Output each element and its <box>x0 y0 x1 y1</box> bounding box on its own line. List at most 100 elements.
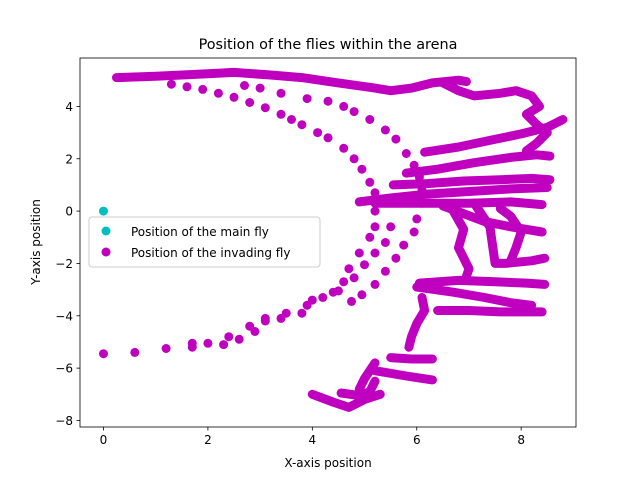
y-axis: −8 −6 −4 −2 0 2 4 <box>55 100 80 428</box>
x-axis: 0 2 4 6 8 <box>100 427 525 447</box>
invading-fly-point <box>412 214 422 224</box>
invading-fly-point <box>409 160 419 170</box>
invading-fly-point <box>365 177 375 187</box>
invading-fly-point <box>339 277 349 287</box>
invading-fly-point <box>380 238 390 247</box>
invading-fly-point <box>260 103 270 113</box>
invading-fly-point <box>360 260 369 270</box>
invading-fly-trajectory <box>307 389 385 412</box>
invading-fly-point <box>166 79 176 89</box>
invading-fly-point <box>313 128 323 138</box>
invading-fly-point <box>276 313 286 323</box>
plot-area <box>99 67 568 412</box>
invading-fly-point <box>240 81 249 90</box>
invading-fly-point <box>339 101 349 111</box>
main-fly-point <box>99 206 108 216</box>
legend-marker-main-fly <box>101 226 111 236</box>
y-tick-label: 0 <box>65 205 73 219</box>
invading-fly-point <box>161 344 171 353</box>
x-tick-label: 6 <box>413 433 421 447</box>
invading-fly-point <box>370 248 380 258</box>
invading-fly-point <box>260 316 270 326</box>
invading-fly-point <box>370 206 380 216</box>
invading-fly-trajectory <box>370 366 437 385</box>
y-axis-label: Y-axis position <box>29 199 43 286</box>
invading-fly-point <box>414 172 424 182</box>
invading-fly-point <box>245 98 255 107</box>
invading-fly-point <box>307 295 317 305</box>
y-tick-label: −4 <box>55 309 73 323</box>
invading-fly-trajectory <box>414 275 550 289</box>
chart-title: Position of the flies within the arena <box>199 37 458 53</box>
invading-fly-point <box>417 198 427 208</box>
invading-fly-point <box>409 227 419 237</box>
invading-fly-trajectory <box>495 204 526 266</box>
invading-fly-trajectory <box>433 306 547 317</box>
legend: Position of the main fly Position of the… <box>88 216 321 268</box>
invading-fly-point <box>401 149 411 158</box>
invading-fly-trajectory <box>412 282 537 310</box>
x-axis-label: X-axis position <box>284 456 371 470</box>
invading-fly-point <box>380 125 390 135</box>
invading-fly-point <box>198 84 208 94</box>
invading-fly-trajectory <box>112 67 471 96</box>
invading-fly-point <box>344 264 354 274</box>
invading-fly-trajectory <box>370 197 547 210</box>
y-tick-label: −2 <box>55 257 73 271</box>
invading-fly-trajectory <box>354 183 552 207</box>
invading-fly-point <box>318 293 328 302</box>
invading-fly-point <box>229 92 239 102</box>
invading-fly-trajectory <box>469 198 550 268</box>
invading-fly-point <box>380 266 390 276</box>
invading-fly-point <box>386 222 396 232</box>
invading-fly-point <box>203 338 213 348</box>
invading-fly-point <box>370 188 380 198</box>
invading-fly-point <box>328 287 338 297</box>
invading-fly-point <box>187 338 197 348</box>
x-tick-label: 4 <box>309 433 317 447</box>
invading-fly-trajectory <box>438 78 552 156</box>
invading-fly-point <box>349 154 359 164</box>
legend-label-main-fly: Position of the main fly <box>131 225 269 239</box>
legend-label-invading-fly: Position of the invading fly <box>131 246 290 260</box>
data-marks <box>99 67 568 412</box>
invading-fly-point <box>391 134 401 144</box>
invading-fly-point <box>287 115 296 124</box>
invading-fly-point <box>357 164 367 174</box>
invading-fly-point <box>224 332 234 342</box>
invading-fly-point <box>391 253 401 263</box>
invading-fly-point <box>276 88 286 98</box>
axes-frame <box>79 57 577 428</box>
legend-marker-invading-fly <box>101 247 111 257</box>
invading-fly-point <box>219 340 229 350</box>
invading-fly-point <box>370 222 380 232</box>
invading-fly-trajectory <box>336 376 380 401</box>
y-tick-label: 2 <box>65 152 73 166</box>
y-tick-label: −6 <box>55 362 73 376</box>
invading-fly-point <box>399 240 409 250</box>
invading-fly-point <box>370 279 380 289</box>
invading-fly-point <box>349 273 359 283</box>
y-tick-label: −8 <box>55 414 73 428</box>
x-tick-label: 0 <box>100 433 108 447</box>
invading-fly-trajectory <box>388 173 555 190</box>
invading-fly-point <box>130 347 140 357</box>
invading-fly-point <box>339 143 349 153</box>
invading-fly-point <box>302 94 312 104</box>
invading-fly-point <box>99 349 108 359</box>
invading-fly-point <box>255 83 265 93</box>
invading-fly-trajectory <box>448 206 474 281</box>
invading-fly-point <box>354 248 364 258</box>
invading-fly-point <box>250 327 260 336</box>
invading-fly-point <box>234 334 244 344</box>
invading-fly-point <box>323 96 333 106</box>
invading-fly-trajectory <box>404 293 430 352</box>
invading-fly-trajectory <box>401 150 555 178</box>
invading-fly-point <box>365 115 375 124</box>
invading-fly-point <box>182 82 192 92</box>
invading-fly-point <box>297 308 307 318</box>
invading-fly-point <box>357 290 367 300</box>
invading-fly-point <box>213 88 223 98</box>
invading-fly-point <box>276 109 286 119</box>
